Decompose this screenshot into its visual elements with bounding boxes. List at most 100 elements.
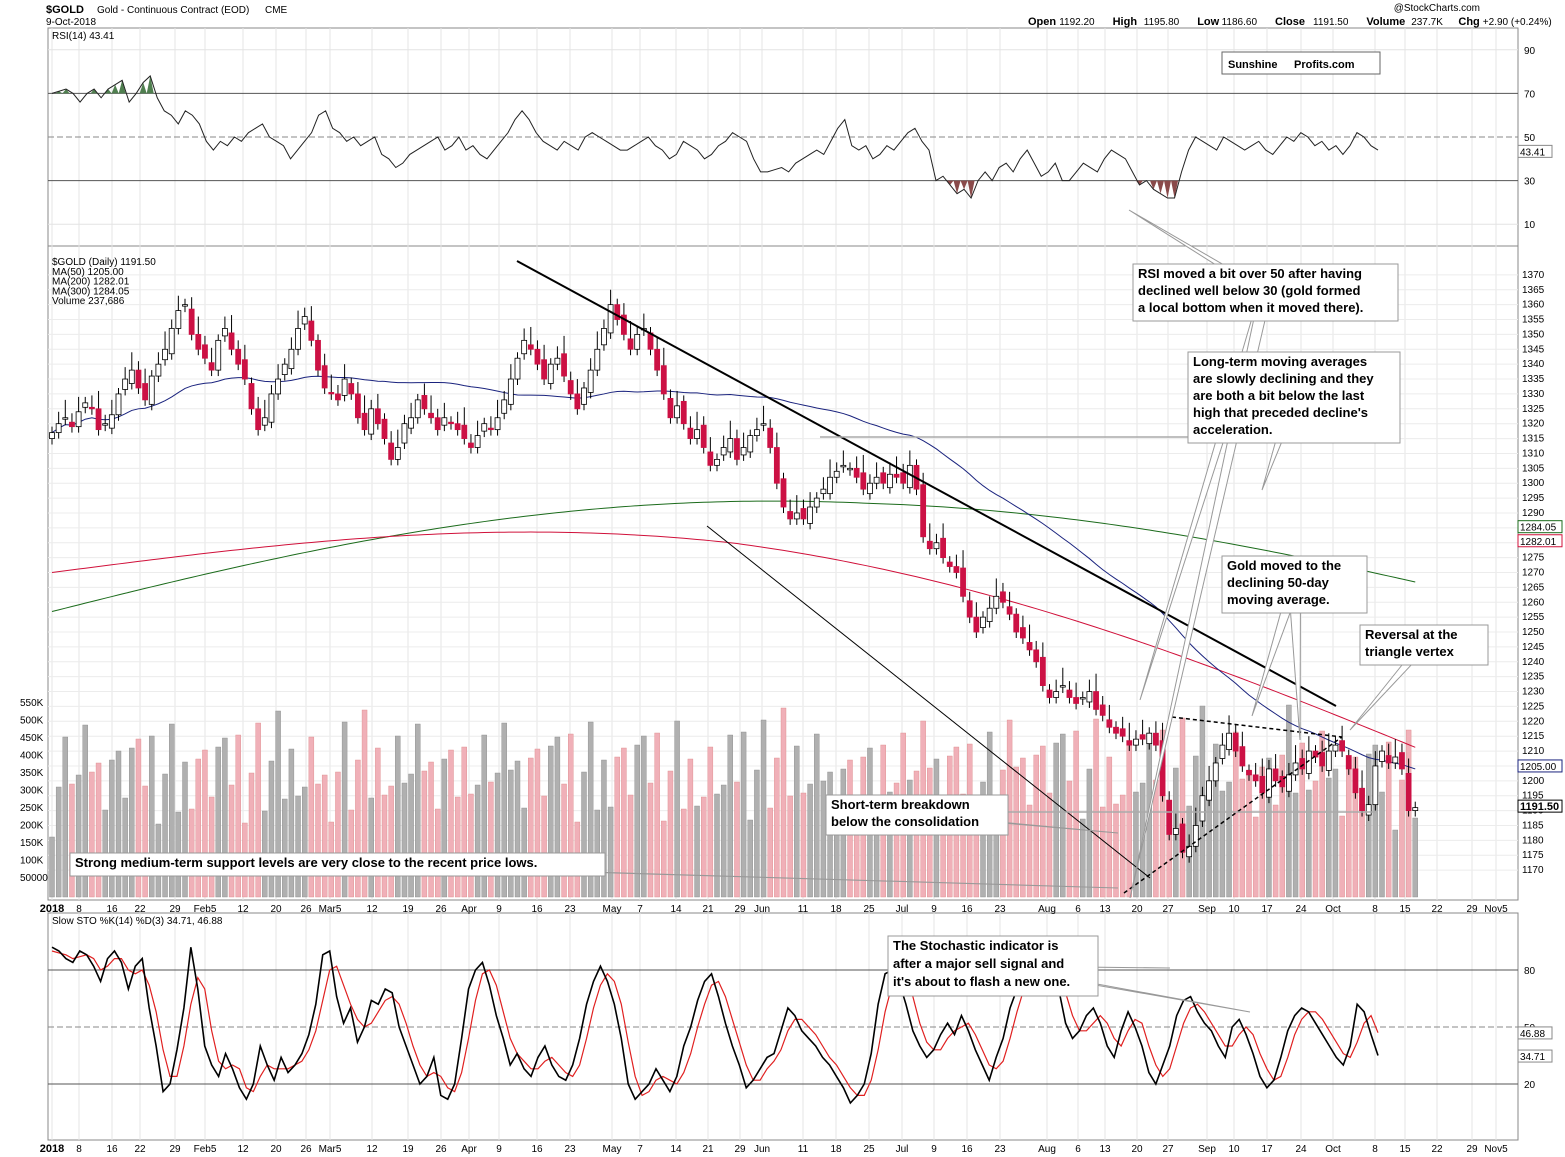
ohlc-summary: Open 1192.20 High 1195.80 Low 1186.60 Close 119… [1028,16,1552,28]
candle-body [813,497,820,508]
rsi-tick-label: 10 [1524,220,1536,231]
price-tick-label: 1210 [1522,746,1545,757]
volume-bar [1206,793,1212,898]
x-tick-label: 9 [496,1144,502,1155]
volume-bar [1279,754,1285,898]
candle-body [734,438,740,460]
x-tick-label: Oct [1325,904,1341,915]
candle-body [1226,732,1232,750]
candle-body [1372,765,1379,806]
x-tick-label: 9 [496,904,502,915]
volume-bar [441,758,448,898]
price-tick-label: 1245 [1522,642,1545,653]
candle-body [993,595,1000,609]
candle-body [521,339,528,355]
candle-body [1286,774,1292,792]
volume-bar [1306,789,1312,898]
candle-body [1113,726,1119,734]
candle-body [268,393,275,423]
volume-bar [760,719,767,898]
volume-bar [1246,769,1252,898]
rsi-overbought-fill [55,91,63,94]
volume-bar [794,745,800,898]
volume-bar [1266,757,1272,898]
candle-body [1365,804,1372,816]
volume-bar [720,784,727,898]
ohlc-value: 1186.60 [1222,17,1258,28]
candle-body [853,467,860,478]
annotation-text: acceleration. [1193,422,1273,437]
candle-body [195,334,202,350]
candle-body [248,383,255,410]
volume-bar [587,721,594,898]
volume-bar [1093,718,1099,898]
ohlc-label: Open [1028,16,1056,28]
volume-bar [1179,717,1186,898]
chart-date: 9-Oct-2018 [46,17,96,28]
x-tick-label: 7 [637,904,643,915]
candle-body [175,310,182,329]
candle-body [1246,770,1252,776]
x-tick-label: 12 [366,904,378,915]
candle-body [1020,627,1026,639]
candle-body [428,412,434,419]
volume-bar [1365,753,1372,898]
candle-body [1239,746,1246,767]
x-tick-label: 14 [670,904,682,915]
candle-body [335,393,341,401]
x-tick-label: 16 [531,1144,543,1155]
volume-bar [275,710,281,898]
rsi-tick-label: 30 [1524,177,1536,188]
x-tick-label: 19 [402,1144,414,1155]
price-tick-label: 1320 [1522,419,1545,430]
x-tick-label: 29 [169,904,181,915]
candle-body [980,616,986,628]
volume-bar [381,794,388,898]
volume-bar [727,734,733,898]
volume-bar [561,783,567,898]
volume-bar [1053,742,1059,898]
volume-bar [661,820,667,898]
lower-channel-line [706,525,1151,879]
annotation-text: Reversal at the [1365,627,1458,642]
candle-body [966,600,973,618]
candle-body [1392,756,1399,764]
price-tick-label: 1295 [1522,493,1545,504]
candle-body [235,348,242,365]
price-tick-label: 1360 [1522,300,1545,311]
candle-body [920,484,927,538]
candle-body [800,508,807,520]
candle-body [807,506,813,524]
price-tick-label: 1260 [1522,597,1545,608]
volume-bar [514,760,521,898]
volume-bar [754,769,760,898]
volume-bar [162,773,168,898]
ohlc-value: 1192.20 [1059,17,1095,28]
x-tick-label: 20 [270,1144,282,1155]
price-tag-box [1517,759,1563,773]
candle-body [414,399,421,419]
x-tick-label: Apr [461,1144,477,1155]
x-tick-label: 17 [1261,1144,1273,1155]
x-tick-label: 10 [1228,904,1240,915]
volume-tick-label: 400K [20,751,44,762]
volume-bar [707,746,714,898]
x-tick-label: Mar5 [319,1144,342,1155]
candle-body [561,353,567,377]
x-tick-label: 20 [1131,904,1143,915]
candle-body [660,365,667,395]
candle-body [1339,740,1345,752]
candle-body [202,344,208,359]
volume-bar [687,758,694,898]
sto-title: Slow STO %K(14) %D(3) 34.71, 46.88 [52,916,223,927]
x-tick-label: 29 [1466,904,1478,915]
sto-k-line [51,946,1379,1105]
candle-body [1206,780,1212,801]
x-tick-label: 19 [402,904,414,915]
candle-body [547,363,554,384]
volume-bar [780,707,787,898]
ohlc-value: 1191.50 [1313,17,1349,28]
volume-bar [335,771,341,898]
candle-body [168,328,175,355]
candle-body [1179,823,1186,853]
